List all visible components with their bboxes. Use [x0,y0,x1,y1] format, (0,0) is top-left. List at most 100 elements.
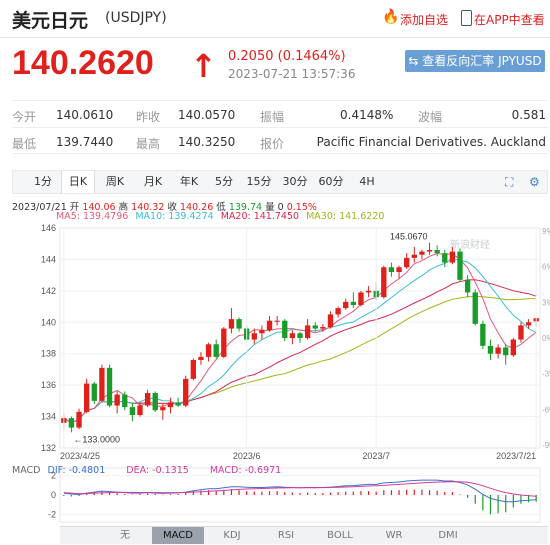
tab-4h[interactable]: 4H [359,175,375,188]
candle-body [84,383,90,412]
candle-body [106,367,113,406]
ma5-value: MA5: 139.4796 [56,211,129,222]
ma10-value: MA10: 139.4274 [135,211,214,222]
tab-dmi[interactable]: DMI [438,530,458,541]
phone-icon[interactable] [461,10,472,26]
candle-info: 2023/07/21 开 140.06 高 140.32 收 140.26 低 … [12,199,317,213]
candle-body [297,333,303,338]
pct-tick-label: -9% [542,441,550,450]
candle-body [251,333,257,340]
add-watchlist-link[interactable]: 添加自选 [400,13,449,27]
macd-label: MACD [12,465,41,476]
candle-body [137,405,143,415]
candle-body [198,356,204,360]
tab-30min[interactable]: 30分 [282,175,308,188]
candle-body [442,253,448,263]
reverse-rate-button[interactable]: ⇆ 查看反向汇率 JPYUSD [405,50,545,72]
candle-body [228,319,235,329]
open-value: 140.0610 [56,108,114,122]
prev-close-value: 140.0570 [178,108,236,122]
fullscreen-icon[interactable]: ⛶ [505,175,514,189]
candle-body [190,360,196,379]
settings-icon[interactable]: ⚙ [529,175,540,189]
x-tick-label: 2023/4/25 [60,451,100,461]
candle-body [487,345,494,354]
open-app-link[interactable]: 在APP中查看 [474,13,545,27]
pct-tick-label: 0% [542,334,550,343]
candle-body [404,257,410,268]
quoter-label: 报价 [260,137,285,151]
candle-body [68,418,75,428]
chart-frame [59,227,541,449]
candle-body [167,402,174,408]
candle-body [76,411,82,428]
high-label-small: 高 [118,202,129,213]
instrument-code: (USDJPY) [105,10,167,26]
quote-timestamp: 2023-07-21 13:57:36 [228,67,356,81]
min-annotation: ←133.0000 [73,434,120,444]
y-tick-label: 138 [41,349,56,359]
close-label-small: 收 [167,202,177,213]
candle-body [457,251,463,280]
candle-body [343,301,349,309]
kline-chart[interactable]: 146 144 142 140 138 136 134 132 9% 6% 3% 0% -3% -6% -9… [0,220,550,526]
y-tick-label: 142 [41,286,56,296]
tab-yearly[interactable]: 年K [179,175,199,188]
open-label: 今开 [12,110,37,124]
candle-body [160,407,166,411]
wave-value: 0.581 [511,108,546,122]
tab-monthly[interactable]: 月K [143,175,163,188]
candle-body [419,251,425,255]
stats-table: 今开 140.0610 昨收 140.0570 振幅 0.4148% 波幅 0.… [12,100,548,154]
candle-pct: 0.15% [286,202,317,213]
tab-none[interactable]: 无 [120,530,130,541]
candle-body [525,322,532,326]
y-tick-label: 144 [41,254,56,264]
candle-body [411,254,417,258]
header-bar: 美元日元 (USDJPY) 🔥 添加自选 在APP中查看 [0,0,550,38]
candle-body [114,394,120,406]
macd-tick-label: 2 [51,471,56,481]
candle-body [312,325,318,329]
flame-icon[interactable]: 🔥 [382,9,400,25]
high-value: 140.3250 [178,135,236,149]
candle-open: 140.06 [82,202,116,213]
stats-row-2: 最低 139.7440 最高 140.3250 报价 Pacific Finan… [12,127,548,154]
candle-body [365,290,372,293]
macd-tick-label: 0 [51,490,56,500]
tab-daily[interactable]: 日K [61,171,95,193]
candle-body [152,393,158,411]
candle-body [480,323,486,346]
candle-body [205,344,212,357]
candle-body [388,267,395,272]
vol-label-small: 量 [265,202,275,213]
tab-wr[interactable]: WR [385,530,403,541]
pct-tick-label: 6% [542,263,550,272]
wave-label: 波幅 [418,110,443,124]
pct-tick-label: -3% [542,370,550,379]
tab-5min[interactable]: 5分 [215,175,233,188]
tab-1min[interactable]: 1分 [34,175,52,188]
macd-legend: MACD DIF: -0.4801 DEA: -0.1315 MACD: -0.… [12,465,281,476]
candle-body [503,347,509,356]
candle-body [304,325,311,338]
tab-kdj[interactable]: KDJ [223,530,241,541]
candle-body [434,250,440,254]
up-arrow-icon: ↑ [190,47,217,85]
dif-line [63,479,537,503]
tab-boll[interactable]: BOLL [327,530,353,541]
tab-15min[interactable]: 15分 [246,175,272,188]
candle-body [510,339,516,356]
tab-macd[interactable]: MACD [152,527,204,544]
candle-body [282,320,288,338]
tab-rsi[interactable]: RSI [277,530,295,541]
candle-body [221,328,227,357]
candle-body [320,327,326,329]
amplitude-label: 振幅 [260,110,285,124]
tab-60min[interactable]: 60分 [318,175,344,188]
candle-body [381,267,387,298]
indicator-tabs: 无 MACD KDJ RSI BOLL WR DMI [60,526,548,544]
tab-weekly[interactable]: 周K [105,175,125,188]
candle-body [266,320,273,331]
price-change: 0.2050 (0.1464%) [228,49,346,64]
